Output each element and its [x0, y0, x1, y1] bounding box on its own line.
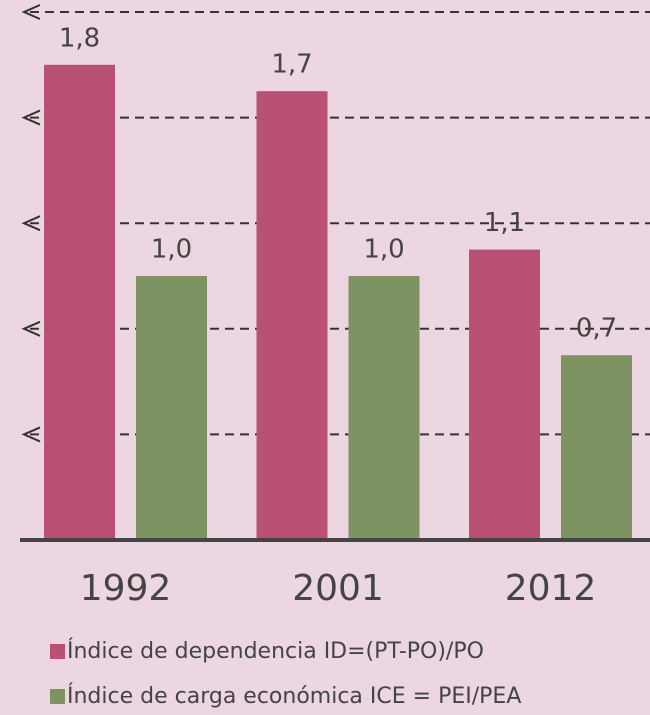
legend-swatch — [50, 689, 65, 704]
arrow — [21, 109, 41, 126]
value-label: 1,0 — [151, 235, 192, 265]
value-label: 1,0 — [363, 235, 404, 265]
bar — [561, 355, 632, 540]
bar — [469, 249, 540, 540]
value-label: 1,7 — [271, 50, 312, 80]
arrow — [21, 320, 41, 337]
x-tick-label: 1992 — [80, 568, 172, 609]
x-tick-label: 2012 — [505, 568, 597, 609]
bar — [136, 276, 207, 540]
x-tick-label: 2001 — [292, 568, 384, 609]
legend-swatch — [50, 644, 65, 659]
legend-label: Índice de carga económica ICE = PEI/PEA — [67, 683, 521, 709]
value-label: 1,1 — [484, 208, 525, 238]
value-label: 0,7 — [576, 314, 617, 344]
bar — [256, 91, 328, 540]
bar — [348, 276, 420, 540]
arrow — [21, 215, 41, 232]
bar — [44, 64, 115, 541]
value-label: 1,8 — [59, 23, 100, 53]
arrow — [21, 426, 41, 443]
legend-label: Índice de dependencia ID=(PT-PO)/PO — [67, 638, 484, 664]
arrow — [21, 4, 41, 20]
